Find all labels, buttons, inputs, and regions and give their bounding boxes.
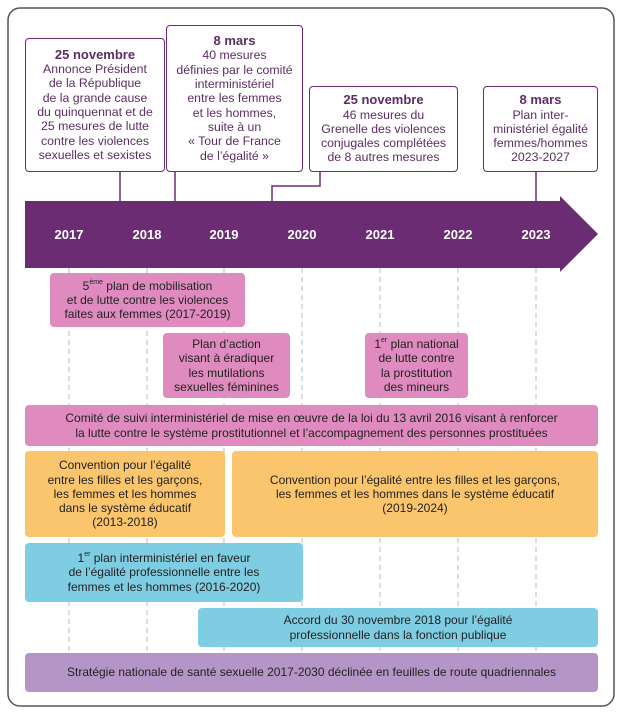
box-line: entre les filles et les garçons, bbox=[47, 472, 203, 487]
box-line: faites aux femmes (2017-2019) bbox=[64, 307, 231, 322]
connectors bbox=[119, 172, 537, 201]
box-line: sexuelles féminines bbox=[174, 379, 279, 394]
box-line: dans le système éducatif bbox=[58, 501, 192, 516]
callout-line: interministériel bbox=[194, 77, 275, 92]
callout-line: de la République bbox=[48, 76, 142, 91]
year: 2023 bbox=[522, 227, 551, 242]
callout-line: du quinquennat et de bbox=[37, 105, 153, 119]
callout: 8 mars Plan inter-ministériel égalité femm… bbox=[483, 86, 598, 172]
box-line: 1er plan national bbox=[374, 337, 458, 351]
callout-line: conjugales complétées bbox=[320, 136, 447, 151]
callout: 25 novembre Annonce Président de la Républ… bbox=[25, 38, 165, 172]
box-line: visant à éradiquer bbox=[178, 351, 275, 366]
callout-line: de 8 autres mesures bbox=[327, 150, 440, 165]
callout-title: 8 mars bbox=[213, 33, 256, 49]
callout-line: entre les femmes bbox=[187, 91, 282, 106]
box-line: (2019-2024) bbox=[382, 501, 448, 516]
callout-line: et les hommes, bbox=[192, 105, 277, 120]
callout-line: sexuelles et sexistes bbox=[38, 147, 152, 162]
callout: 8 mars 40 mesures définies par le comité in… bbox=[166, 25, 303, 172]
program-box: Convention pour l’égalité entre les fille… bbox=[25, 451, 225, 537]
box-line: Comité de suivi interministériel de mise… bbox=[65, 411, 558, 426]
program-box: Convention pour l’égalité entre les fill… bbox=[232, 451, 598, 537]
callout-line: femmes/hommes bbox=[493, 136, 588, 151]
box-line: la prostitution bbox=[380, 365, 453, 380]
ordinal-suffix: er bbox=[381, 336, 388, 344]
program-box: 5ème plan de mobilisation et de lutte con… bbox=[50, 273, 245, 327]
year: 2019 bbox=[210, 227, 239, 242]
callout-line: Plan inter- bbox=[512, 107, 569, 122]
callout-line: contre les violences bbox=[41, 133, 149, 148]
program-box: Comité de suivi interministériel de mise… bbox=[25, 405, 598, 446]
callout-line: Grenelle des violences bbox=[321, 121, 446, 136]
year: 2020 bbox=[288, 227, 317, 242]
box-line: femmes et les hommes (2016-2020) bbox=[67, 579, 261, 594]
box-line: professionnelle dans la fonction publiqu… bbox=[289, 627, 507, 642]
box-line: 1er plan interministériel en faveur bbox=[78, 551, 251, 565]
box-text: plan de mobilisation bbox=[102, 278, 213, 293]
ordinal: 1 bbox=[374, 336, 382, 351]
program-box: Plan d’action visant à éradiquer les mutil… bbox=[163, 333, 290, 398]
callout-line: de l’égalité » bbox=[199, 148, 270, 163]
program-box: Accord du 30 novembre 2018 pour l’égalit… bbox=[198, 608, 598, 647]
frame bbox=[7, 7, 615, 707]
ordinal: 5 bbox=[82, 278, 90, 293]
box-line: Accord du 30 novembre 2018 pour l’égalit… bbox=[283, 613, 513, 628]
program-box: 1er plan interministériel en faveur de l’… bbox=[25, 543, 303, 602]
program-box: Stratégie nationale de santé sexuelle 20… bbox=[25, 653, 598, 692]
callout-title: 25 novembre bbox=[343, 92, 424, 108]
callout-line: 40 mesures bbox=[202, 48, 267, 63]
box-line: des mineurs bbox=[383, 379, 450, 394]
year: 2022 bbox=[444, 227, 473, 242]
ordinal-suffix: er bbox=[84, 551, 91, 559]
box-line: les femmes et les hommes bbox=[53, 486, 197, 501]
box-line: les mutilations bbox=[188, 365, 265, 380]
callout-line: suite à un bbox=[207, 119, 262, 134]
box-line: Plan d’action bbox=[192, 336, 261, 351]
callout-line: Annonce Président bbox=[43, 62, 147, 77]
year: 2017 bbox=[55, 227, 84, 242]
box-text: plan interministériel en faveur bbox=[90, 551, 251, 566]
ordinal-suffix: ème bbox=[89, 278, 103, 286]
box-line: de lutte contre bbox=[378, 351, 455, 366]
callout-line: 46 mesures du bbox=[342, 107, 425, 122]
box-line: 5ème plan de mobilisation bbox=[83, 279, 213, 293]
year: 2018 bbox=[133, 227, 162, 242]
box-line: et de lutte contre les violences bbox=[66, 292, 229, 307]
box-line: Convention pour l’égalité entre les fill… bbox=[269, 472, 561, 487]
callout-line: 25 mesures de lutte bbox=[40, 119, 149, 134]
year: 2021 bbox=[366, 227, 395, 242]
box-line: de l’égalité professionnelle entre les bbox=[68, 565, 260, 580]
callout-line: de la grande cause bbox=[42, 90, 148, 105]
callout-line: définies par le comité bbox=[176, 62, 293, 77]
box-line: les femmes et les hommes dans le système… bbox=[275, 486, 555, 501]
callout-line: « Tour de France bbox=[188, 134, 281, 149]
box-line: la lutte contre le système prostitutionn… bbox=[75, 425, 548, 440]
callout-title: 8 mars bbox=[519, 92, 562, 108]
ordinal: 1 bbox=[77, 551, 85, 566]
callout-line: 2023-2027 bbox=[511, 150, 570, 165]
box-line: Convention pour l’égalité bbox=[58, 458, 192, 473]
box-text: plan national bbox=[387, 336, 459, 351]
box-line: Stratégie nationale de santé sexuelle 20… bbox=[66, 665, 557, 680]
timeline-arrow bbox=[25, 196, 598, 272]
box-line: (2013-2018) bbox=[92, 515, 158, 530]
callout: 25 novembre 46 mesures du Grenelle des vio… bbox=[309, 86, 458, 172]
callout-title: 25 novembre bbox=[54, 46, 136, 62]
program-box: 1er plan national de lutte contre la prost… bbox=[365, 333, 468, 398]
callout-line: ministériel égalité bbox=[492, 121, 588, 136]
